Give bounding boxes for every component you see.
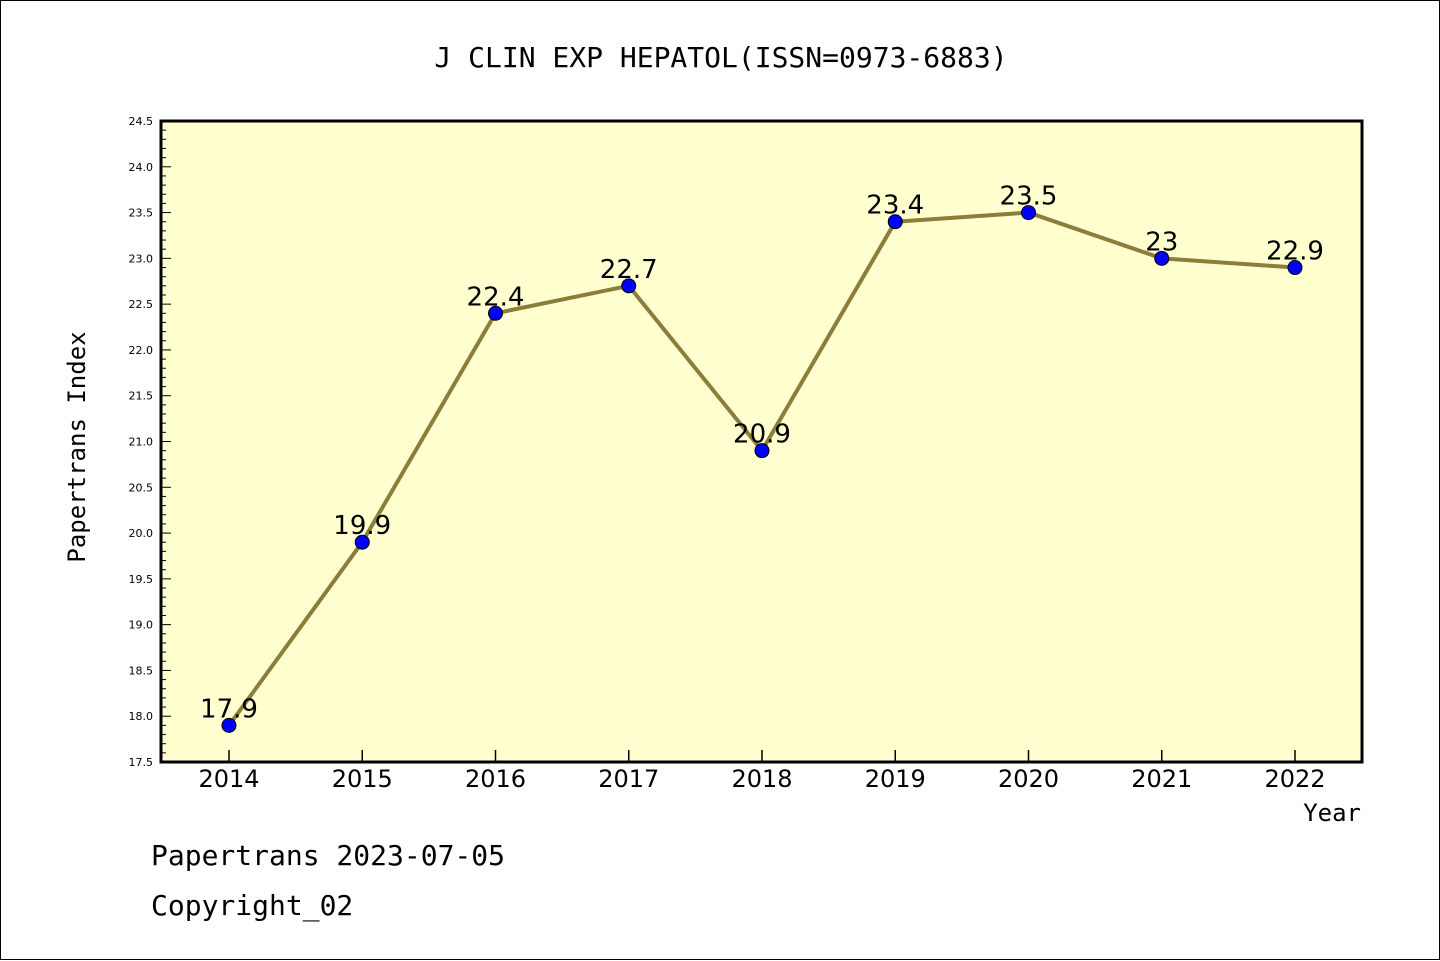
y-tick-label: 24.5 bbox=[129, 115, 154, 128]
x-tick-label: 2019 bbox=[865, 765, 926, 793]
data-label: 23.5 bbox=[1000, 182, 1058, 212]
footer-copyright: Copyright_02 bbox=[151, 889, 353, 923]
y-tick-label: 22.5 bbox=[129, 298, 154, 311]
x-tick-label: 2020 bbox=[998, 765, 1059, 793]
x-tick-label: 2016 bbox=[465, 765, 526, 793]
data-label: 23.4 bbox=[866, 191, 924, 221]
y-tick-label: 18.0 bbox=[129, 710, 154, 723]
data-label: 22.7 bbox=[600, 255, 658, 285]
data-point bbox=[354, 534, 370, 550]
x-tick-label: 2018 bbox=[731, 765, 792, 793]
data-label: 22.9 bbox=[1266, 237, 1324, 267]
x-tick-label: 2014 bbox=[198, 765, 259, 793]
x-tick-label: 2021 bbox=[1131, 765, 1192, 793]
data-label: 23 bbox=[1145, 227, 1178, 257]
data-labels: 17.9 19.9 22.4 22.7 20.9 23.4 23.5 23 22.9 bbox=[200, 182, 1324, 725]
x-tick-label: 2017 bbox=[598, 765, 659, 793]
chart-title: J CLIN EXP HEPATOL(ISSN=0973-6883) bbox=[434, 41, 1007, 74]
y-tick-label: 18.5 bbox=[129, 664, 154, 677]
y-tick-label: 17.5 bbox=[129, 756, 154, 769]
x-tick-label: 2015 bbox=[332, 765, 393, 793]
data-point bbox=[488, 305, 503, 321]
y-tick-label: 20.5 bbox=[129, 481, 154, 494]
y-tick-label: 23.0 bbox=[129, 252, 154, 265]
y-tick-label: 21.0 bbox=[129, 436, 154, 449]
data-label: 22.4 bbox=[467, 282, 525, 312]
y-tick-label: 20.0 bbox=[129, 527, 154, 540]
y-axis: 17.5 18.0 18.5 19.0 19.5 20.0 20.5 21.0 21.5 22.0… bbox=[129, 115, 171, 769]
data-label: 17.9 bbox=[200, 694, 258, 724]
y-axis-label: Papertrans Index bbox=[63, 331, 91, 562]
x-tick-label: 2022 bbox=[1264, 765, 1325, 793]
footer-date: Papertrans 2023-07-05 bbox=[151, 839, 505, 872]
data-point bbox=[1154, 250, 1170, 266]
data-point bbox=[1021, 205, 1036, 221]
x-axis: 2014 2015 2016 2017 2018 2019 2020 2021 2022 bbox=[198, 750, 1326, 793]
y-tick-label: 19.0 bbox=[129, 619, 154, 632]
data-point bbox=[621, 278, 637, 294]
x-axis-label: Year bbox=[1303, 799, 1361, 827]
y-tick-label: 19.5 bbox=[129, 573, 154, 586]
data-point bbox=[1287, 260, 1303, 276]
data-point bbox=[887, 214, 903, 230]
plot-area bbox=[159, 119, 1364, 764]
data-point bbox=[221, 717, 237, 733]
y-tick-label: 24.0 bbox=[129, 161, 154, 174]
y-tick-label: 23.5 bbox=[129, 207, 154, 220]
y-tick-label: 22.0 bbox=[129, 344, 154, 357]
y-tick-label: 21.5 bbox=[129, 390, 154, 403]
data-label: 19.9 bbox=[333, 511, 391, 541]
data-label: 20.9 bbox=[733, 420, 791, 450]
data-point bbox=[754, 443, 770, 459]
series-group bbox=[221, 205, 1303, 733]
